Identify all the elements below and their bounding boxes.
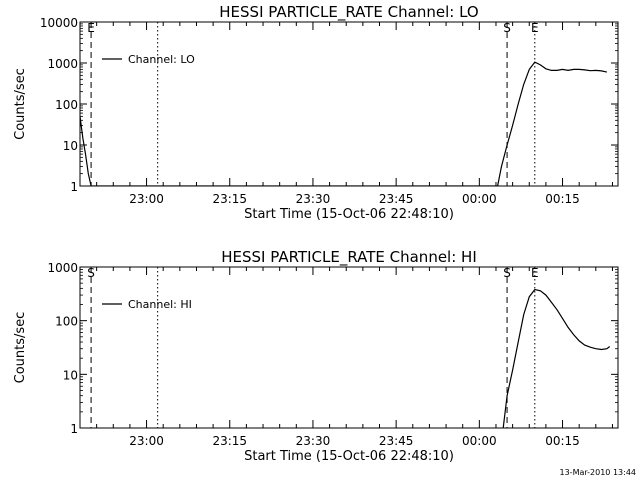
x-tick-label: 23:45 [379,434,414,448]
y-tick-label: 1000 [47,261,78,275]
marker-label: S [503,21,511,35]
y-tick-label: 1 [70,422,78,436]
y-tick-label: 1000 [47,57,78,71]
x-tick-label: 23:00 [129,434,164,448]
x-tick-label: 00:15 [545,434,580,448]
x-axis-label-1: Start Time (15-Oct-06 22:48:10) [244,449,454,464]
marker-label: S [87,266,95,280]
y-tick-label: 10 [63,368,78,382]
marker-label: E [531,21,539,35]
marker-label: E [531,266,539,280]
series-line-0 [80,61,608,186]
y-tick-label: 1 [70,180,78,194]
series-line-0 [502,288,611,428]
chart-title-1: HESSI PARTICLE_RATE Channel: HI [221,248,477,267]
x-tick-label: 23:15 [212,434,247,448]
x-tick-label: 23:15 [212,192,247,206]
x-tick-label: 23:45 [379,192,414,206]
chart-title-0: HESSI PARTICLE_RATE Channel: LO [219,3,478,22]
y-axis-label-1: Counts/sec [13,312,28,384]
marker-label: E [87,21,95,35]
marker-label: S [503,266,511,280]
x-tick-label: 23:30 [296,192,331,206]
y-tick-label: 10000 [40,16,78,30]
x-tick-label: 23:30 [296,434,331,448]
x-axis-label-0: Start Time (15-Oct-06 22:48:10) [244,207,454,222]
footer-timestamp: 13-Mar-2010 13:44 [560,468,637,477]
x-tick-label: 23:00 [129,192,164,206]
y-tick-label: 10 [63,139,78,153]
y-tick-label: 100 [55,98,78,112]
plot-frame-0 [79,21,619,187]
legend-label: Channel: HI [128,298,192,311]
y-tick-label: 100 [55,315,78,329]
legend-label: Channel: LO [128,53,195,66]
x-tick-label: 00:15 [545,192,580,206]
x-tick-label: 00:00 [462,434,497,448]
plot-frame-1 [79,266,619,429]
y-axis-label-0: Counts/sec [13,68,28,140]
x-tick-label: 00:00 [462,192,497,206]
